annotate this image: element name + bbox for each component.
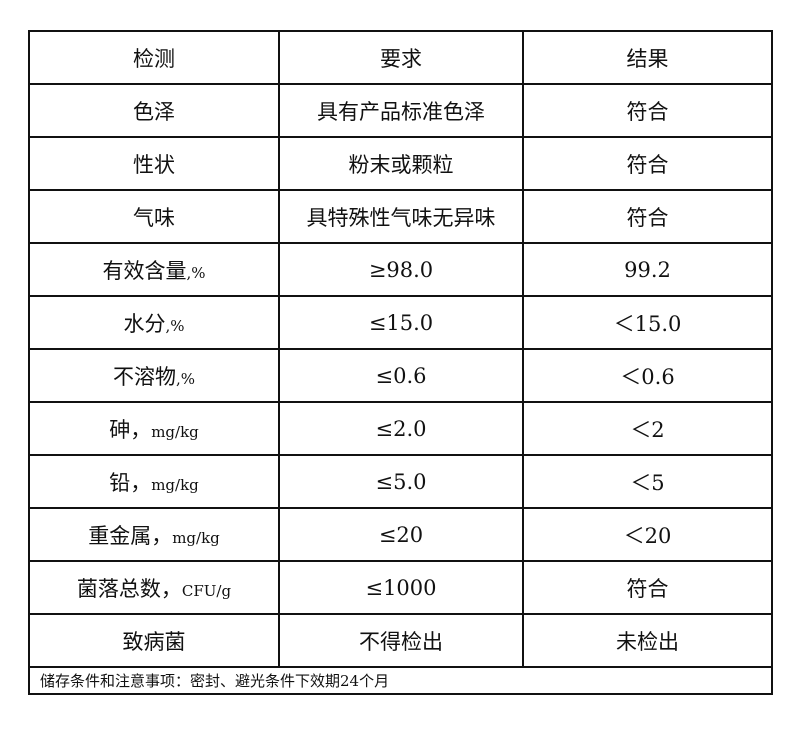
- item-unit: ,%: [165, 316, 185, 335]
- header-row: 检测 要求 结果: [28, 30, 773, 85]
- requirement-cell: 粉末或颗粒: [278, 136, 524, 191]
- header-result: 结果: [522, 30, 773, 85]
- table-row: 气味 具特殊性气味无异味 符合: [28, 189, 773, 244]
- item-name: 菌落总数，: [76, 576, 182, 601]
- requirement-cell: ≤20: [278, 507, 524, 562]
- item-name: 有效含量: [102, 258, 187, 283]
- requirement-cell: ≥98.0: [278, 242, 524, 297]
- table-row: 菌落总数，CFU/g ≤1000 符合: [28, 560, 773, 615]
- table-row: 铅，mg/kg ≤5.0 ＜5: [28, 454, 773, 509]
- item-name: 水分: [123, 311, 166, 336]
- item-cell: 砷，mg/kg: [28, 401, 280, 456]
- item-unit: ,%: [175, 369, 196, 388]
- header-item: 检测: [28, 30, 280, 85]
- requirement-cell: 具特殊性气味无异味: [278, 189, 524, 244]
- item-cell: 致病菌: [28, 613, 280, 668]
- item-name: 色泽: [133, 99, 175, 124]
- item-unit: mg/kg: [172, 528, 220, 547]
- item-cell: 水分,%: [28, 295, 280, 350]
- storage-note: 储存条件和注意事项：密封、避光条件下效期24个月: [28, 666, 773, 695]
- result-cell: 符合: [522, 560, 773, 615]
- item-name: 气味: [133, 205, 175, 230]
- item-cell: 气味: [28, 189, 280, 244]
- item-name: 性状: [133, 152, 175, 177]
- table-row: 不溶物,% ≤0.6 ＜0.6: [28, 348, 773, 403]
- result-cell: 99.2: [522, 242, 773, 297]
- item-cell: 不溶物,%: [28, 348, 280, 403]
- requirement-cell: ≤1000: [278, 560, 524, 615]
- requirement-cell: ≤0.6: [278, 348, 524, 403]
- item-name: 重金属，: [88, 523, 173, 548]
- item-cell: 有效含量,%: [28, 242, 280, 297]
- item-cell: 色泽: [28, 83, 280, 138]
- requirement-cell: ≤5.0: [278, 454, 524, 509]
- header-requirement: 要求: [278, 30, 524, 85]
- result-cell: 未检出: [522, 613, 773, 668]
- inspection-table: 检测 要求 结果 色泽 具有产品标准色泽 符合 性状 粉末或颗粒 符合 气味 具特殊…: [28, 30, 773, 695]
- item-unit: ,%: [186, 263, 206, 282]
- requirement-cell: ≤2.0: [278, 401, 524, 456]
- item-name: 致病菌: [122, 629, 186, 654]
- item-unit: mg/kg: [151, 422, 199, 441]
- item-cell: 菌落总数，CFU/g: [28, 560, 280, 615]
- table-row: 性状 粉末或颗粒 符合: [28, 136, 773, 191]
- table-row: 有效含量,% ≥98.0 99.2: [28, 242, 773, 297]
- requirement-cell: ≤15.0: [278, 295, 524, 350]
- result-cell: ＜0.6: [522, 348, 773, 403]
- result-cell: ＜15.0: [522, 295, 773, 350]
- result-cell: 符合: [522, 136, 773, 191]
- requirement-cell: 具有产品标准色泽: [278, 83, 524, 138]
- table-row: 致病菌 不得检出 未检出: [28, 613, 773, 668]
- result-cell: ＜20: [522, 507, 773, 562]
- requirement-cell: 不得检出: [278, 613, 524, 668]
- item-unit: CFU/g: [181, 581, 232, 600]
- item-cell: 重金属，mg/kg: [28, 507, 280, 562]
- item-cell: 性状: [28, 136, 280, 191]
- table-row: 水分,% ≤15.0 ＜15.0: [28, 295, 773, 350]
- footer-row: 储存条件和注意事项：密封、避光条件下效期24个月: [28, 666, 773, 695]
- item-name: 不溶物: [112, 364, 176, 389]
- table-row: 砷，mg/kg ≤2.0 ＜2: [28, 401, 773, 456]
- result-cell: 符合: [522, 189, 773, 244]
- result-cell: ＜5: [522, 454, 773, 509]
- item-name: 铅，: [109, 470, 152, 495]
- table-row: 重金属，mg/kg ≤20 ＜20: [28, 507, 773, 562]
- result-cell: 符合: [522, 83, 773, 138]
- item-name: 砷，: [109, 417, 152, 442]
- result-cell: ＜2: [522, 401, 773, 456]
- item-cell: 铅，mg/kg: [28, 454, 280, 509]
- item-unit: mg/kg: [151, 475, 199, 494]
- table-row: 色泽 具有产品标准色泽 符合: [28, 83, 773, 138]
